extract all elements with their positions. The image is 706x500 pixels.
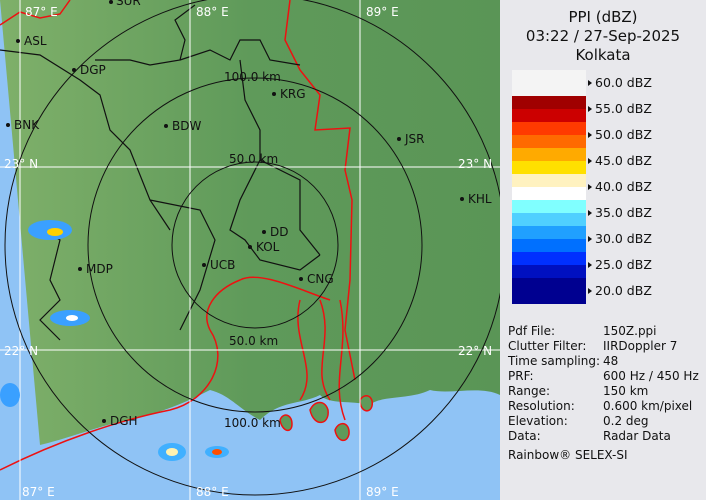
station-mdp: MDP (86, 262, 113, 276)
range-label-100-south: 100.0 km (224, 416, 281, 430)
legend-label: 40.0 dBZ (588, 179, 652, 194)
info-value: Radar Data (603, 429, 671, 443)
lon-label-88: 88° E (196, 5, 229, 19)
radar-echoes (0, 220, 229, 461)
range-labels: 100.0 km 50.0 km 50.0 km 100.0 km (224, 70, 281, 430)
info-row: Resolution: 0.600 km/pixel (508, 399, 692, 413)
legend-swatch (512, 291, 586, 304)
lat-label-23: 23° N (4, 157, 38, 171)
lon-label-87: 87° E (25, 5, 58, 19)
legend-label: 35.0 dBZ (588, 205, 652, 220)
legend-label: 55.0 dBZ (588, 101, 652, 116)
land (0, 0, 500, 445)
legend-swatch (512, 96, 586, 109)
info-row: Elevation: 0.2 deg (508, 414, 649, 428)
range-label-50-north: 50.0 km (229, 152, 278, 166)
info-key: Data: (508, 429, 541, 443)
info-key: Time sampling: (508, 354, 601, 368)
info-key: Elevation: (508, 414, 568, 428)
info-row: Data: Radar Data (508, 429, 671, 443)
lat-label-22-right: 22° N (458, 344, 492, 358)
info-value: IIRDoppler 7 (603, 339, 678, 353)
info-value: 150Z.ppi (603, 324, 657, 338)
legend-label: 25.0 dBZ (588, 257, 652, 272)
district-lines (0, 4, 321, 341)
info-key: Resolution: (508, 399, 575, 413)
info-value: 150 km (603, 384, 649, 398)
legend-swatch (512, 252, 586, 265)
info-key: Clutter Filter: (508, 339, 587, 353)
info-value: 0.600 km/pixel (603, 399, 693, 413)
range-rings (4, 0, 500, 496)
site-name: Kolkata (575, 46, 631, 64)
station-khl: KHL (468, 192, 492, 206)
range-label-50-south: 50.0 km (229, 334, 278, 348)
product-title: PPI (dBZ) (568, 8, 638, 26)
legend-label: 45.0 dBZ (588, 153, 652, 168)
grid-labels: 87° E 88° E 89° E 87° E 88° E 89° E 23° … (4, 5, 492, 499)
legend-swatch (512, 278, 586, 291)
legend-swatch (512, 161, 586, 174)
info-row: PRF: 600 Hz / 450 Hz (508, 369, 699, 383)
info-row: Time sampling: 48 (508, 354, 618, 368)
legend-swatch (512, 148, 586, 161)
radar-map[interactable]: SUR ASL DGP BNK BDW KRG JSR KHL MDP UCB … (0, 0, 500, 500)
lon-label-89: 89° E (366, 5, 399, 19)
info-key: Range: (508, 384, 551, 398)
info-row: Pdf File: 150Z.ppi (508, 324, 657, 338)
station-kol: KOL (256, 240, 280, 254)
legend-swatch (512, 135, 586, 148)
legend-swatch (512, 239, 586, 252)
station-krg: KRG (280, 87, 306, 101)
lat-label-23-right: 23° N (458, 157, 492, 171)
legend-swatch (512, 109, 586, 122)
lon-label-88-bottom: 88° E (196, 485, 229, 499)
lat-label-22: 22° N (4, 344, 38, 358)
legend-swatch (512, 122, 586, 135)
islands (279, 395, 374, 442)
station-jsr: JSR (404, 132, 425, 146)
station-bdw: BDW (172, 119, 201, 133)
legend-swatch (512, 174, 586, 187)
info-row: Clutter Filter: IIRDoppler 7 (508, 339, 677, 353)
info-row: Range: 150 km (508, 384, 648, 398)
lon-label-87-bottom: 87° E (22, 485, 55, 499)
datetime: 03:22 / 27-Sep-2025 (525, 27, 681, 45)
station-sur: SUR (116, 0, 141, 8)
info-key: Pdf File: (508, 324, 556, 338)
red-border-lines (0, 0, 356, 471)
station-asl: ASL (24, 34, 47, 48)
station-markers (6, 0, 464, 423)
info-value: 600 Hz / 450 Hz (603, 369, 699, 383)
station-dd: DD (270, 225, 288, 239)
legend-swatch (512, 70, 586, 83)
station-labels: SUR ASL DGP BNK BDW KRG JSR KHL MDP UCB … (14, 0, 492, 428)
station-bnk: BNK (14, 118, 40, 132)
info-panel: PPI (dBZ) 03:22 / 27-Sep-2025 Kolkata 60… (500, 0, 706, 500)
legend-label: 20.0 dBZ (588, 283, 652, 298)
station-ucb: UCB (210, 258, 235, 272)
range-label-100-north: 100.0 km (224, 70, 281, 84)
station-cng: CNG (307, 272, 334, 286)
legend-label: 30.0 dBZ (588, 231, 652, 246)
footer-credit: Rainbow® SELEX-SI (508, 448, 628, 462)
legend-label: 60.0 dBZ (588, 75, 652, 90)
info-value: 0.2 deg (603, 414, 649, 428)
legend-swatch (512, 265, 586, 278)
legend-label: 50.0 dBZ (588, 127, 652, 142)
legend-swatch (512, 83, 586, 96)
info-key: PRF: (508, 369, 534, 383)
legend-swatch (512, 213, 586, 226)
legend-swatch (512, 187, 586, 200)
legend-swatch (512, 226, 586, 239)
info-value: 48 (603, 354, 619, 368)
station-dgp: DGP (80, 63, 106, 77)
station-dgh: DGH (110, 414, 138, 428)
legend-swatch (512, 200, 586, 213)
lon-label-89-bottom: 89° E (366, 485, 399, 499)
lat-lon-grid (0, 0, 500, 500)
